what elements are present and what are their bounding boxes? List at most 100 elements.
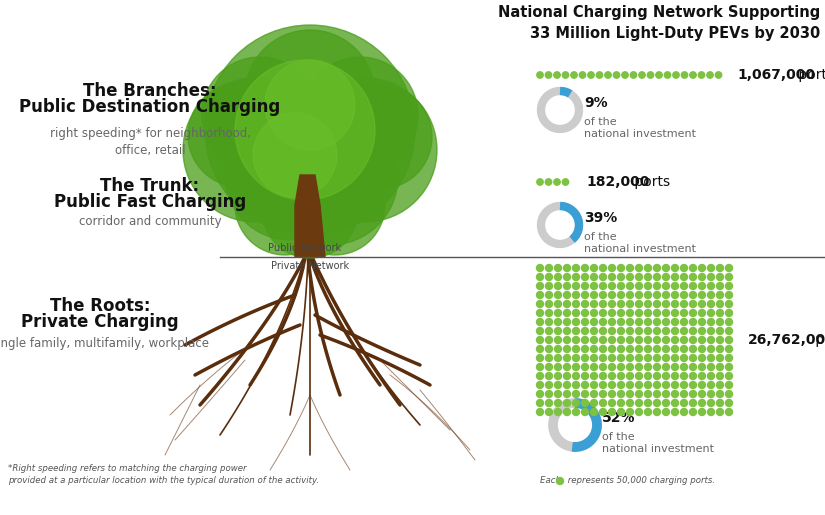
Circle shape: [635, 354, 643, 362]
Circle shape: [563, 364, 571, 370]
Circle shape: [591, 354, 597, 362]
Circle shape: [708, 318, 714, 325]
Circle shape: [285, 155, 385, 255]
Circle shape: [716, 354, 724, 362]
Circle shape: [536, 318, 544, 325]
Circle shape: [708, 364, 714, 370]
Circle shape: [716, 310, 724, 317]
Circle shape: [699, 364, 705, 370]
Circle shape: [591, 300, 597, 307]
Circle shape: [699, 265, 705, 271]
Circle shape: [573, 318, 579, 325]
Circle shape: [635, 364, 643, 370]
Circle shape: [690, 408, 696, 416]
Circle shape: [690, 328, 696, 335]
Circle shape: [626, 273, 634, 281]
Circle shape: [235, 60, 375, 200]
Circle shape: [609, 283, 615, 289]
Circle shape: [690, 354, 696, 362]
Circle shape: [253, 113, 337, 197]
Circle shape: [653, 336, 661, 344]
Circle shape: [662, 364, 670, 370]
Circle shape: [617, 372, 625, 380]
Circle shape: [725, 346, 733, 352]
Circle shape: [725, 328, 733, 335]
Circle shape: [225, 110, 355, 240]
Circle shape: [626, 318, 634, 325]
Text: single family, multifamily, workplace: single family, multifamily, workplace: [0, 337, 209, 350]
Circle shape: [699, 372, 705, 380]
Circle shape: [653, 400, 661, 406]
Circle shape: [573, 408, 579, 416]
Circle shape: [708, 408, 714, 416]
Circle shape: [265, 60, 355, 150]
Circle shape: [699, 283, 705, 289]
Circle shape: [609, 390, 615, 398]
Circle shape: [557, 477, 563, 485]
Circle shape: [644, 390, 652, 398]
Circle shape: [644, 291, 652, 299]
Circle shape: [716, 408, 724, 416]
Text: Public Destination Charging: Public Destination Charging: [19, 98, 280, 116]
Circle shape: [545, 390, 553, 398]
Text: right speeding* for neighborhood,
office, retail: right speeding* for neighborhood, office…: [50, 127, 251, 157]
Circle shape: [653, 390, 661, 398]
Circle shape: [708, 283, 714, 289]
Circle shape: [690, 265, 696, 271]
Circle shape: [673, 72, 679, 78]
Text: The Branches:: The Branches:: [83, 82, 217, 100]
Circle shape: [644, 346, 652, 352]
Circle shape: [708, 354, 714, 362]
Circle shape: [573, 390, 579, 398]
Circle shape: [545, 318, 553, 325]
Circle shape: [573, 265, 579, 271]
Circle shape: [626, 336, 634, 344]
Text: 52%: 52%: [602, 411, 635, 425]
Circle shape: [591, 328, 597, 335]
Circle shape: [644, 382, 652, 388]
Circle shape: [617, 354, 625, 362]
Circle shape: [725, 354, 733, 362]
Circle shape: [554, 408, 562, 416]
Circle shape: [563, 336, 571, 344]
Circle shape: [536, 265, 544, 271]
Circle shape: [587, 72, 594, 78]
Circle shape: [707, 72, 713, 78]
Circle shape: [725, 408, 733, 416]
Circle shape: [681, 408, 687, 416]
Circle shape: [681, 346, 687, 352]
Circle shape: [626, 382, 634, 388]
Circle shape: [617, 300, 625, 307]
Circle shape: [681, 72, 688, 78]
Circle shape: [545, 372, 553, 380]
Circle shape: [681, 318, 687, 325]
Circle shape: [563, 328, 571, 335]
Circle shape: [563, 408, 571, 416]
Text: The Roots:: The Roots:: [50, 297, 150, 315]
Circle shape: [536, 283, 544, 289]
Circle shape: [600, 346, 606, 352]
Circle shape: [699, 328, 705, 335]
Circle shape: [699, 336, 705, 344]
Circle shape: [554, 364, 562, 370]
Circle shape: [716, 382, 724, 388]
Circle shape: [626, 291, 634, 299]
Circle shape: [690, 283, 696, 289]
Circle shape: [609, 265, 615, 271]
Circle shape: [708, 328, 714, 335]
Circle shape: [582, 354, 588, 362]
Text: 1,067,000: 1,067,000: [737, 68, 815, 82]
Circle shape: [725, 318, 733, 325]
Circle shape: [681, 300, 687, 307]
Circle shape: [617, 291, 625, 299]
Circle shape: [563, 179, 568, 185]
Circle shape: [554, 273, 562, 281]
Circle shape: [662, 372, 670, 380]
Circle shape: [690, 318, 696, 325]
Circle shape: [672, 300, 678, 307]
Circle shape: [536, 291, 544, 299]
Circle shape: [600, 382, 606, 388]
Circle shape: [708, 310, 714, 317]
Circle shape: [708, 265, 714, 271]
Circle shape: [708, 291, 714, 299]
